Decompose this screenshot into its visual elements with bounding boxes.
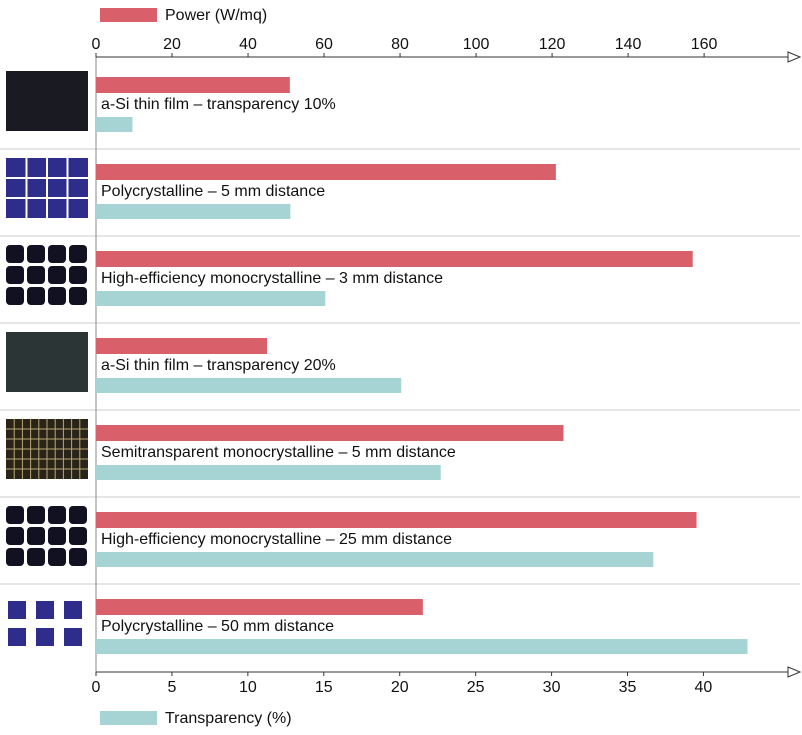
x2-tick-label: 20 xyxy=(391,679,409,696)
x-tick-label: 120 xyxy=(539,36,566,53)
cell xyxy=(27,287,45,305)
category-label: a-Si thin film – transparency 20% xyxy=(101,357,336,374)
cell xyxy=(6,287,24,305)
category-label: Polycrystalline – 50 mm distance xyxy=(101,618,334,635)
bar xyxy=(96,338,268,354)
x2-tick-label: 40 xyxy=(695,679,713,696)
cell xyxy=(27,245,45,263)
cell xyxy=(48,287,66,305)
x-tick-label: 60 xyxy=(315,36,333,53)
cell xyxy=(8,628,26,646)
bar xyxy=(96,465,441,480)
panel-thumbnail xyxy=(6,506,87,566)
bar xyxy=(96,291,326,306)
category-label: High-efficiency monocrystalline – 3 mm d… xyxy=(101,270,443,287)
cell xyxy=(27,527,45,545)
cell xyxy=(27,506,45,524)
panel-thumbnail xyxy=(6,332,88,392)
legend-swatch xyxy=(100,711,157,725)
cell xyxy=(6,506,24,524)
cell xyxy=(48,506,66,524)
cell xyxy=(69,287,87,305)
category-label: Semitransparent monocrystalline – 5 mm d… xyxy=(101,444,456,461)
bar xyxy=(96,552,654,567)
x-tick-label: 100 xyxy=(463,36,490,53)
cell xyxy=(69,527,87,545)
x2-tick-label: 35 xyxy=(619,679,637,696)
cell xyxy=(27,548,45,566)
x2-tick-label: 5 xyxy=(167,679,176,696)
bar xyxy=(96,164,556,180)
cell xyxy=(48,245,66,263)
x2-tick-label: 15 xyxy=(315,679,333,696)
legend-swatch xyxy=(100,8,157,22)
legend-label: Transparency (%) xyxy=(165,710,292,727)
axis-arrow xyxy=(787,666,802,678)
cell xyxy=(6,266,24,284)
bar xyxy=(96,117,133,132)
cell xyxy=(48,527,66,545)
cell xyxy=(6,245,24,263)
cell xyxy=(48,548,66,566)
panel-thumbnail xyxy=(8,601,82,646)
cell xyxy=(36,601,54,619)
x-tick-label: 20 xyxy=(163,36,181,53)
cell xyxy=(36,628,54,646)
bar xyxy=(96,251,693,267)
bar xyxy=(96,599,423,615)
x2-tick-label: 10 xyxy=(239,679,257,696)
cell xyxy=(64,601,82,619)
axis-arrow xyxy=(787,51,802,63)
bar xyxy=(96,512,697,528)
panel xyxy=(6,332,88,392)
cell xyxy=(69,548,87,566)
x-tick-label: 160 xyxy=(691,36,718,53)
x-tick-label: 140 xyxy=(615,36,642,53)
bar xyxy=(96,425,564,441)
cell xyxy=(69,506,87,524)
x-tick-label: 0 xyxy=(92,36,101,53)
panel xyxy=(6,71,88,131)
category-label: Polycrystalline – 5 mm distance xyxy=(101,183,325,200)
panel-thumbnail xyxy=(6,71,88,131)
x-tick-label: 80 xyxy=(391,36,409,53)
panel-thumbnail xyxy=(6,158,88,218)
legend-label: Power (W/mq) xyxy=(165,7,267,24)
category-label: High-efficiency monocrystalline – 25 mm … xyxy=(101,531,452,548)
bar xyxy=(96,77,290,93)
x2-tick-label: 25 xyxy=(467,679,485,696)
cell xyxy=(48,266,66,284)
cell xyxy=(64,628,82,646)
bar xyxy=(96,378,402,393)
x2-tick-label: 30 xyxy=(543,679,561,696)
x-tick-label: 40 xyxy=(239,36,257,53)
cell xyxy=(6,527,24,545)
cell xyxy=(69,245,87,263)
cell xyxy=(27,266,45,284)
panel-thumbnail xyxy=(6,419,88,479)
bar xyxy=(96,204,291,219)
category-label: a-Si thin film – transparency 10% xyxy=(101,96,336,113)
x2-tick-label: 0 xyxy=(92,679,101,696)
cell xyxy=(8,601,26,619)
panel-thumbnail xyxy=(6,245,87,305)
cell xyxy=(69,266,87,284)
bar xyxy=(96,639,748,654)
cell xyxy=(6,548,24,566)
